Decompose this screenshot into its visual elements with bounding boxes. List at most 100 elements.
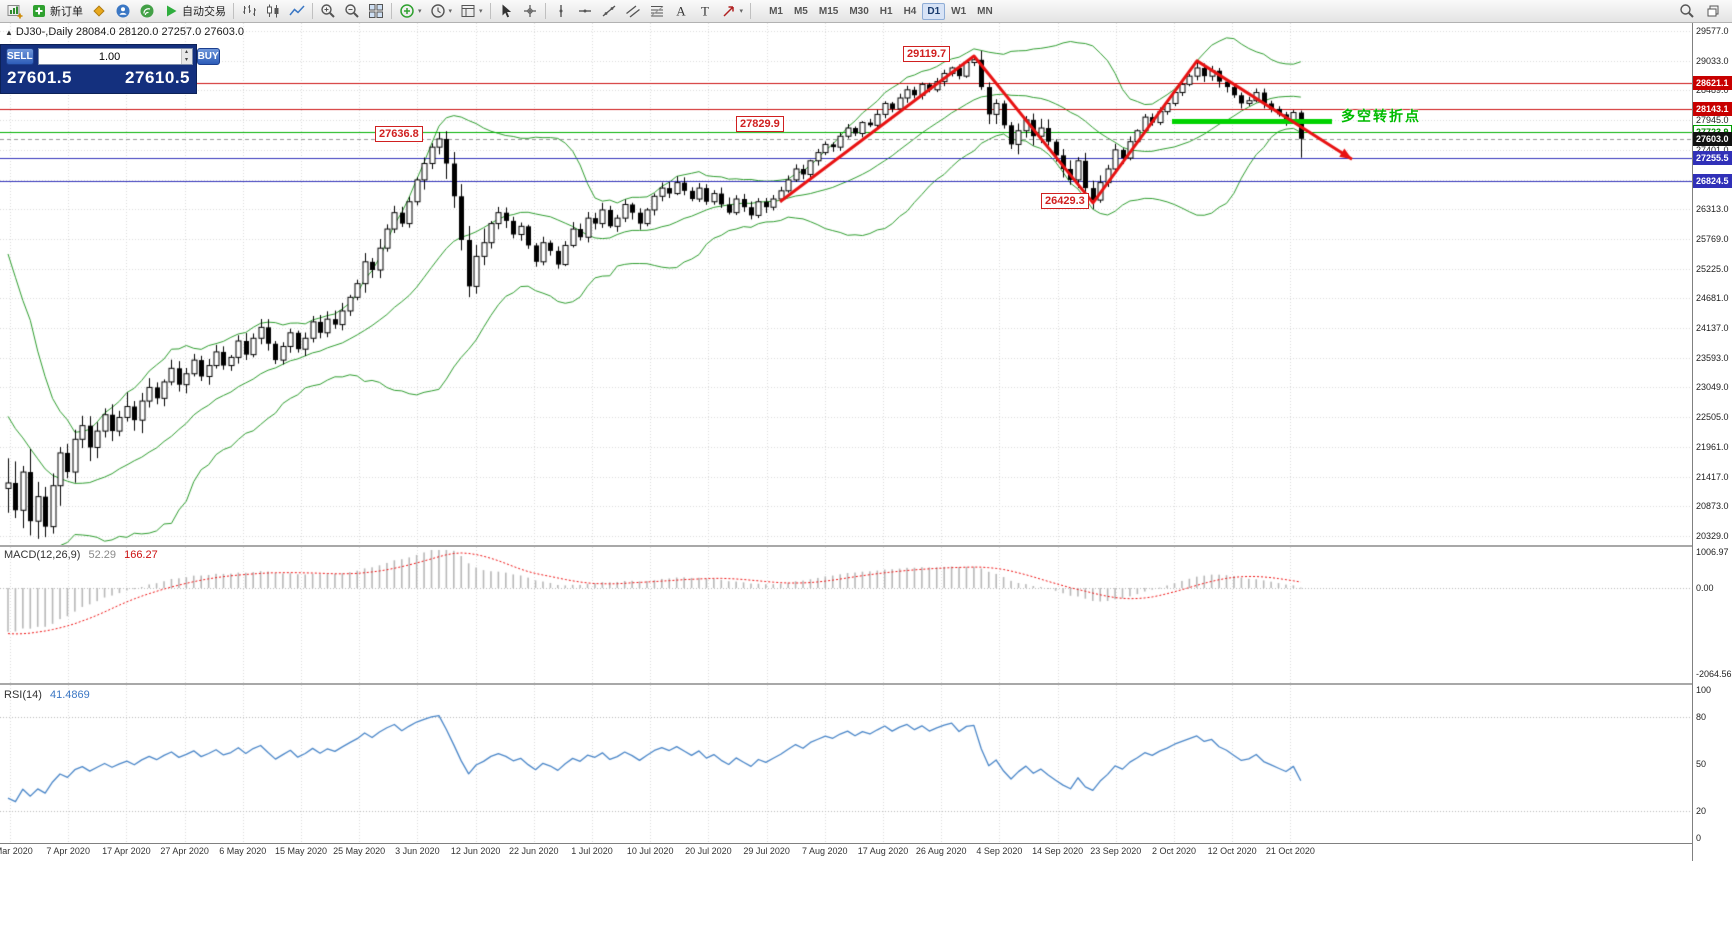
macd-axis-tick: -2064.56 xyxy=(1696,669,1732,680)
text-icon: A xyxy=(673,3,689,19)
price-axis-tick: 28489.0 xyxy=(1696,85,1729,96)
price-callout[interactable]: 29119.7 xyxy=(903,46,951,62)
new-chart-button[interactable] xyxy=(3,1,27,21)
volume-spin: ▴ ▾ xyxy=(180,49,192,64)
rsi-header: RSI(14) 41.4869 xyxy=(4,689,90,701)
svg-text:T: T xyxy=(701,4,709,19)
timeframe-h1[interactable]: H1 xyxy=(875,3,898,20)
indicators-icon xyxy=(399,3,415,19)
vertical-line-button[interactable] xyxy=(549,1,573,21)
toolbar-separator xyxy=(233,3,234,19)
sell-button[interactable]: SELL xyxy=(6,48,34,65)
date-axis-label: 14 Sep 2020 xyxy=(1032,846,1084,856)
macd-indicator-panel[interactable] xyxy=(0,547,1692,683)
arrows-button[interactable]: ▾ xyxy=(717,1,748,21)
date-axis-label: 2 Oct 2020 xyxy=(1151,846,1197,856)
toolbar-separator xyxy=(391,3,392,19)
text-label-icon: T xyxy=(697,3,713,19)
price-axis-tick: 29033.0 xyxy=(1696,55,1729,66)
horizontal-line-button[interactable] xyxy=(573,1,597,21)
search-icon xyxy=(1679,3,1695,19)
templates-button[interactable]: ▾ xyxy=(456,1,487,21)
rsi-axis-tick: 100 xyxy=(1696,685,1712,695)
price-axis-tick: 20873.0 xyxy=(1696,501,1729,512)
price-axis-label: 28621.1 xyxy=(1693,76,1732,91)
buy-price[interactable]: 27610.5 xyxy=(125,68,190,87)
rsi-axis-tick: 80 xyxy=(1696,711,1707,722)
community-icon xyxy=(115,3,131,19)
market-button[interactable] xyxy=(87,1,111,21)
zoom-in-button[interactable] xyxy=(316,1,340,21)
date-axis-label: 17 Aug 2020 xyxy=(857,846,909,856)
toolbar-separator xyxy=(750,3,752,19)
market-icon xyxy=(91,3,107,19)
sell-price[interactable]: 27601.5 xyxy=(7,68,72,87)
crosshair-button[interactable] xyxy=(518,1,542,21)
zoom-out-icon xyxy=(344,3,360,19)
price-callout[interactable]: 26429.3 xyxy=(1041,193,1089,209)
candlestick-chart-button[interactable] xyxy=(261,1,285,21)
price-axis-label: 26824.5 xyxy=(1693,174,1732,189)
line-chart-icon xyxy=(289,3,305,19)
toolbar-separator xyxy=(544,3,546,19)
date-axis-label: 20 Jul 2020 xyxy=(685,846,732,856)
tile-windows-button[interactable] xyxy=(364,1,388,21)
volume-input[interactable] xyxy=(38,49,181,64)
rsi-indicator-panel[interactable] xyxy=(0,685,1692,843)
buy-button[interactable]: BUY xyxy=(196,48,220,65)
date-axis-label: 23 Sep 2020 xyxy=(1090,846,1142,856)
price-callout[interactable]: 27636.8 xyxy=(375,126,423,142)
panel-separator[interactable] xyxy=(0,683,1732,685)
date-axis-label: 9 Mar 2020 xyxy=(0,846,33,856)
volume-up-icon[interactable]: ▴ xyxy=(181,49,192,57)
indicators-button[interactable]: ▾ xyxy=(395,1,426,21)
community-button[interactable] xyxy=(111,1,135,21)
signals-button[interactable] xyxy=(135,1,159,21)
timeframe-m30[interactable]: M30 xyxy=(844,3,873,20)
equidistant-channel-button[interactable] xyxy=(621,1,645,21)
macd-label: MACD(12,26,9) xyxy=(4,549,81,561)
fibonacci-button[interactable] xyxy=(645,1,669,21)
trendline-icon xyxy=(601,3,617,19)
text-label-button[interactable]: T xyxy=(693,1,717,21)
tile-windows-icon xyxy=(368,3,384,19)
toolbar-separator xyxy=(489,3,491,19)
time-axis[interactable] xyxy=(0,843,1692,861)
line-chart-button[interactable] xyxy=(285,1,309,21)
panel-separator[interactable] xyxy=(0,545,1732,547)
equidistant-channel-icon xyxy=(625,3,641,19)
timeframe-h4[interactable]: H4 xyxy=(899,3,922,20)
restore-window-button[interactable] xyxy=(1701,1,1725,21)
timeframe-m1[interactable]: M1 xyxy=(764,3,788,20)
timeframe-d1[interactable]: D1 xyxy=(922,2,946,20)
one-click-trading-panel: SELL ▴ ▾ BUY 27601.5 27610.5 xyxy=(0,44,220,94)
date-axis-label: 29 Jul 2020 xyxy=(743,846,790,856)
zoom-out-button[interactable] xyxy=(340,1,364,21)
periods-button[interactable]: ▾ xyxy=(426,1,457,21)
date-axis-label: 6 May 2020 xyxy=(219,846,267,856)
timeframe-mn[interactable]: MN xyxy=(972,3,998,20)
price-axis-tick: 24681.0 xyxy=(1696,293,1729,304)
autotrading-button[interactable]: 自动交易 xyxy=(159,1,230,21)
signals-icon xyxy=(139,3,155,19)
date-axis-label: 15 May 2020 xyxy=(274,846,328,856)
new-order-button[interactable]: 新订单 xyxy=(27,1,87,21)
price-callout[interactable]: 27829.9 xyxy=(736,116,784,132)
text-button[interactable]: A xyxy=(669,1,693,21)
volume-down-icon[interactable]: ▾ xyxy=(181,56,192,64)
chart-ohlc-line: ▲ DJ30-,Daily 28084.0 28120.0 27257.0 276… xyxy=(5,26,244,38)
bar-chart-button[interactable] xyxy=(237,1,261,21)
cursor-button[interactable] xyxy=(494,1,518,21)
pivot-label[interactable]: 多空转折点 xyxy=(1341,108,1421,124)
search-button[interactable] xyxy=(1675,1,1699,21)
date-axis-label: 21 Oct 2020 xyxy=(1265,846,1315,856)
timeframe-m5[interactable]: M5 xyxy=(789,3,813,20)
trendline-button[interactable] xyxy=(597,1,621,21)
vertical-line-icon xyxy=(553,3,569,19)
timeframe-m15[interactable]: M15 xyxy=(814,3,843,20)
date-axis-label: 1 Jul 2020 xyxy=(571,846,613,856)
main-price-chart[interactable] xyxy=(0,23,1692,545)
timeframe-w1[interactable]: W1 xyxy=(946,3,971,20)
price-axis-tick: 22505.0 xyxy=(1696,412,1729,423)
rsi-label: RSI(14) xyxy=(4,689,42,701)
